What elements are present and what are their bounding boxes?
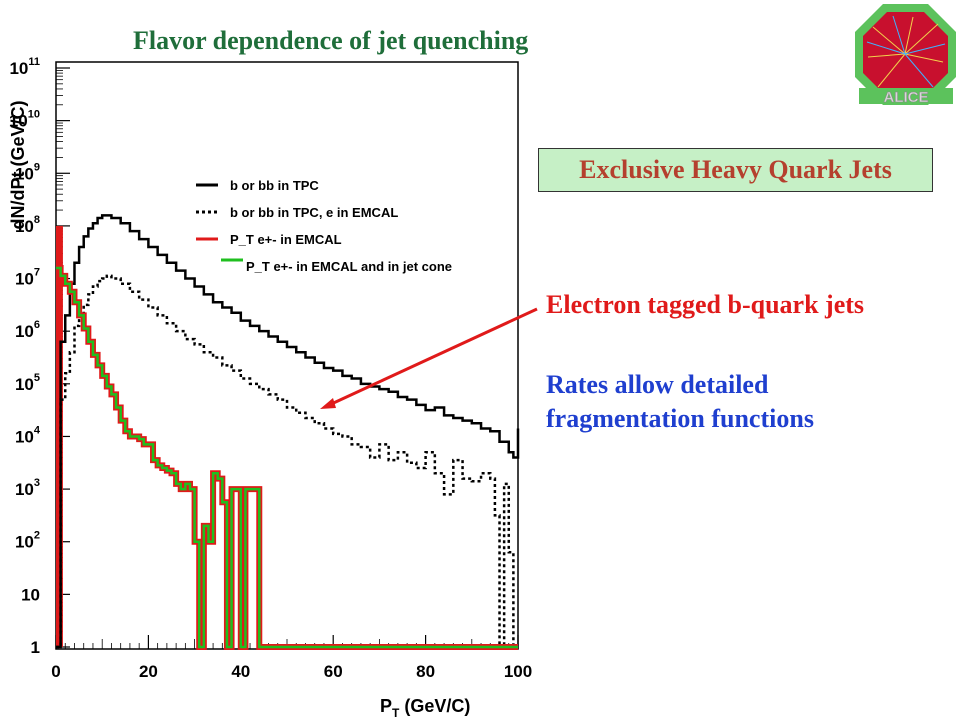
y-tick-label: 104: [15, 424, 41, 446]
legend: b or bb in TPC b or bb in TPC, e in EMCAL…: [196, 178, 452, 274]
y-tick-base: 10: [15, 427, 34, 446]
y-tick-label: 103: [15, 477, 40, 499]
legend-label: b or bb in TPC, e in EMCAL: [230, 205, 398, 220]
annotation-arrow: [320, 307, 538, 409]
y-tick-label: 102: [15, 530, 40, 552]
x-tick-label: 20: [139, 662, 158, 681]
series-line-1: [56, 214, 520, 649]
logo-text: ALICE: [884, 89, 929, 106]
rates-annotation-line-2: fragmentation functions: [546, 404, 814, 433]
y-tick-base: 1: [31, 638, 40, 657]
x-axis-title-sub: T: [392, 706, 400, 720]
y-tick-base: 10: [15, 480, 34, 499]
x-axis-title-p: P: [380, 696, 392, 716]
electron-tagged-annotation: Electron tagged b-quark jets: [546, 290, 865, 319]
y-tick-exp: 6: [34, 319, 40, 331]
series-line-2: [56, 274, 518, 649]
rates-annotation-line-1: Rates allow detailed: [546, 370, 769, 399]
alice-logo: ALICE: [855, 4, 956, 106]
y-tick-label: 1011: [9, 56, 40, 78]
y-tick-label: 105: [15, 372, 40, 394]
x-axis-title: PT (GeV/C): [380, 696, 470, 720]
y-tick-base: 10: [15, 217, 34, 236]
y-axis-title: dN/dPt (GeV/C): [8, 100, 28, 229]
y-tick-label: 107: [15, 267, 40, 289]
y-tick-exp: 10: [28, 109, 40, 121]
y-tick-exp: 7: [34, 267, 40, 279]
y-tick-exp: 11: [28, 56, 40, 68]
y-tick-exp: 8: [34, 214, 40, 226]
y-tick-exp: 4: [34, 424, 41, 436]
y-tick-base: 10: [9, 59, 28, 78]
slide-title: Flavor dependence of jet quenching: [133, 26, 529, 55]
y-tick-exp: 2: [34, 530, 40, 542]
y-tick-exp: 5: [34, 372, 40, 384]
y-tick-label: 1010: [9, 109, 40, 131]
series-line-3: [56, 265, 518, 650]
x-tick-label: 100: [504, 662, 532, 681]
y-tick-base: 10: [15, 164, 34, 183]
plot-frame: [55, 61, 519, 650]
legend-label: b or bb in TPC: [230, 178, 319, 193]
y-tick-label: 10: [21, 585, 40, 604]
y-tick-label: 106: [15, 319, 40, 341]
y-tick-base: 10: [15, 533, 34, 552]
x-tick-label: 0: [51, 662, 60, 681]
y-tick-base: 10: [9, 112, 28, 131]
y-tick-label: 108: [15, 214, 40, 236]
series-line-4: [56, 266, 518, 649]
y-tick-label: 109: [15, 161, 40, 183]
legend-label: P_T e+- in EMCAL: [230, 232, 342, 247]
x-axis-title-units: (GeV/C): [399, 696, 470, 716]
exclusive-heavy-quark-jets-label: Exclusive Heavy Quark Jets: [538, 148, 933, 192]
rates-annotation: Rates allow detailed fragmentation funct…: [546, 368, 946, 436]
x-tick-label: 40: [231, 662, 250, 681]
y-tick-exp: 3: [34, 477, 40, 489]
y-tick-base: 10: [15, 322, 34, 341]
x-tick-label: 80: [416, 662, 435, 681]
y-tick-label: 1: [31, 638, 40, 657]
legend-label: P_T e+- in EMCAL and in jet cone: [246, 259, 452, 274]
x-tick-label: 60: [324, 662, 343, 681]
y-tick-base: 10: [21, 585, 40, 604]
y-tick-base: 10: [15, 375, 34, 394]
y-tick-exp: 9: [34, 161, 40, 173]
y-tick-base: 10: [15, 270, 34, 289]
